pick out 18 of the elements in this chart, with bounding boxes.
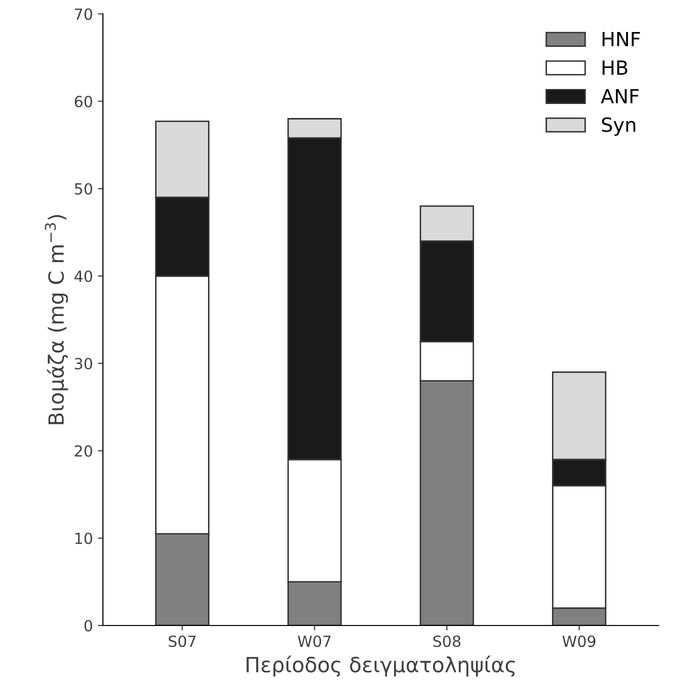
y-tick-label: 60 [74,96,92,108]
x-tick-label: W07 [298,635,331,648]
x-axis-title: Περίοδος δειγματοληψίας [246,656,515,677]
x-tick-label: S07 [168,635,196,648]
y-tick-label: 70 [74,8,92,20]
legend-label: HNF [602,32,640,46]
legend-label: HB [602,60,628,75]
y-tick-label: 20 [74,445,92,457]
y-tick-label: 30 [74,358,92,370]
x-tick-label: S08 [433,635,460,648]
x-tick-label: W09 [562,635,596,648]
legend-label: ANF [600,89,639,104]
legend-label: Syn [602,117,636,136]
y-tick-label: 40 [74,270,92,282]
y-tick-label: 50 [74,183,92,195]
y-tick-label: 0 [84,620,92,632]
y-axis-title: Βιομάζα (mg C m$^{−3}$) [44,215,68,424]
y-tick-label: 10 [75,532,92,544]
